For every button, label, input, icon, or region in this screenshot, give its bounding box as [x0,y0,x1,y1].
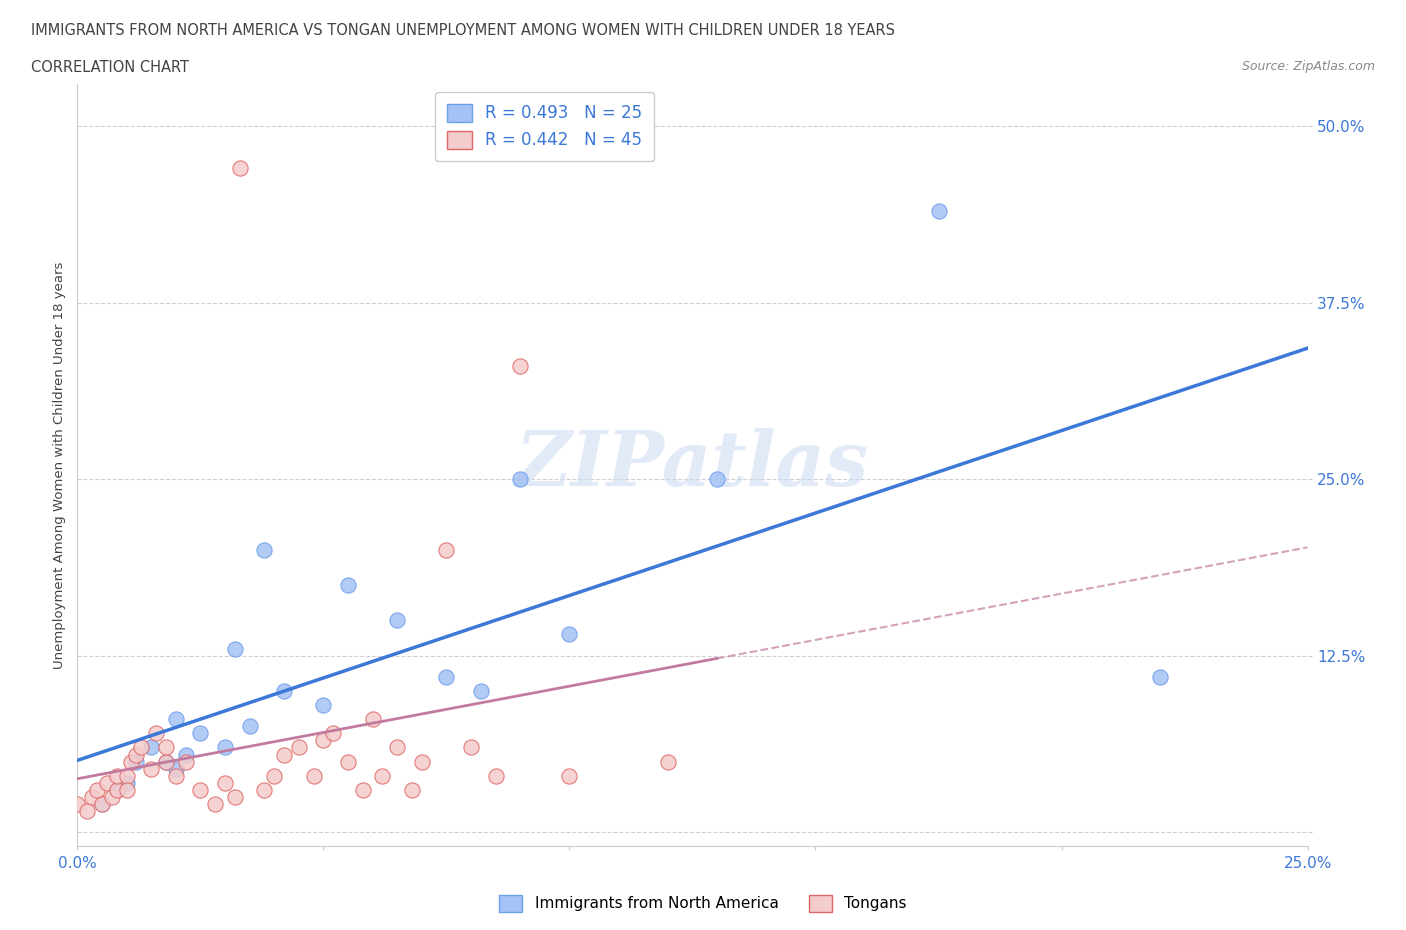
Point [165,761,187,776]
Text: Source: ZipAtlas.com: Source: ZipAtlas.com [1241,60,1375,73]
Point [1149,670,1171,684]
Point [228,161,252,176]
Point [76,804,98,818]
Point [174,754,197,769]
Point [155,754,177,769]
Point [401,782,423,797]
Legend: R = 0.493   N = 25, R = 0.442   N = 45: R = 0.493 N = 25, R = 0.442 N = 45 [436,92,654,161]
Point [90,796,114,811]
Point [312,733,335,748]
Point [302,768,325,783]
Point [485,768,508,783]
Point [105,782,128,797]
Point [101,790,124,804]
Point [361,711,384,726]
Point [263,768,285,783]
Point [460,740,482,755]
Point [214,740,236,755]
Point [337,754,360,769]
Point [155,740,177,755]
Point [385,740,409,755]
Point [90,796,114,811]
Point [253,782,276,797]
Point [86,782,108,797]
Point [105,782,128,797]
Point [174,747,197,762]
Point [165,768,187,783]
Point [706,472,728,486]
Point [141,740,163,755]
Point [125,754,148,769]
Text: CORRELATION CHART: CORRELATION CHART [31,60,188,75]
Point [165,711,187,726]
Point [436,542,458,557]
Point [558,627,581,642]
Point [129,740,153,755]
Point [352,782,374,797]
Point [145,726,167,741]
Point [204,796,226,811]
Point [188,726,212,741]
Point [928,204,950,219]
Point [385,613,409,628]
Point [214,776,236,790]
Point [188,782,212,797]
Text: IMMIGRANTS FROM NORTH AMERICA VS TONGAN UNEMPLOYMENT AMONG WOMEN WITH CHILDREN U: IMMIGRANTS FROM NORTH AMERICA VS TONGAN … [31,23,896,38]
Point [509,359,531,374]
Point [224,641,246,656]
Text: ZIPatlas: ZIPatlas [516,428,869,502]
Point [115,776,138,790]
Point [121,754,143,769]
Point [337,578,360,592]
Point [115,768,138,783]
Point [239,719,262,734]
Point [657,754,679,769]
Point [125,747,148,762]
Point [322,726,344,741]
Point [105,768,128,783]
Point [558,768,581,783]
Point [115,782,138,797]
Legend: Immigrants from North America, Tongans: Immigrants from North America, Tongans [494,889,912,918]
Point [273,684,295,698]
Point [253,542,276,557]
Point [66,796,89,811]
Point [371,768,394,783]
Point [224,790,246,804]
Point [155,754,177,769]
Point [288,740,311,755]
Point [141,761,163,776]
Point [96,776,118,790]
Point [273,747,295,762]
Point [312,698,335,712]
Point [470,684,492,698]
Point [82,790,104,804]
Point [509,472,531,486]
Y-axis label: Unemployment Among Women with Children Under 18 years: Unemployment Among Women with Children U… [53,261,66,669]
Point [436,670,458,684]
Point [411,754,433,769]
